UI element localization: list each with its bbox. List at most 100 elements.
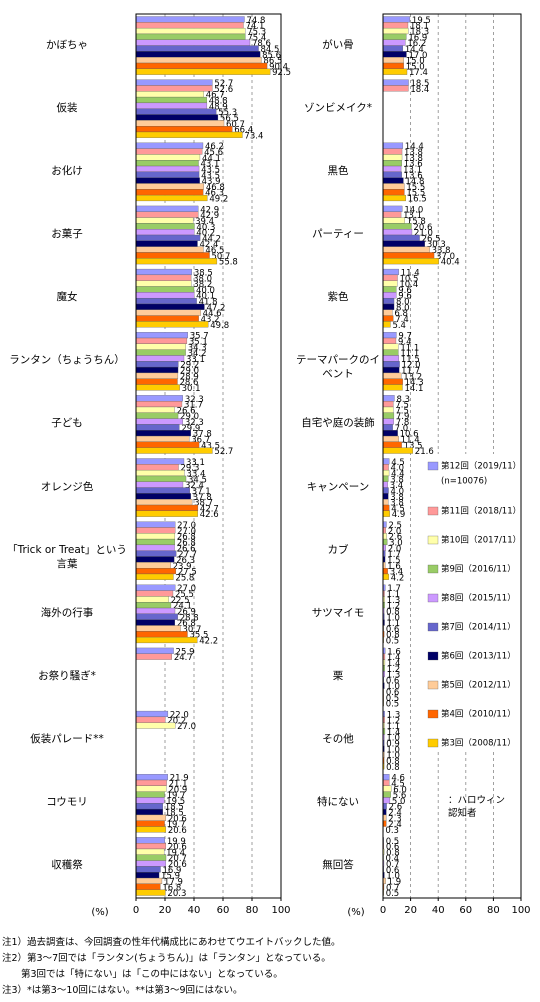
value-label: 18.5 bbox=[165, 809, 184, 819]
bar bbox=[135, 544, 175, 551]
bar bbox=[135, 613, 178, 620]
value-label: 26.3 bbox=[176, 556, 195, 566]
bar bbox=[135, 573, 174, 580]
value-label: 0.5 bbox=[386, 889, 400, 899]
value-label: 30.3 bbox=[427, 240, 446, 250]
bar bbox=[382, 16, 411, 23]
x-tick-label: 0 bbox=[133, 905, 139, 916]
bar bbox=[135, 619, 176, 626]
value-label: 43.5 bbox=[201, 165, 220, 175]
value-label: 1.0 bbox=[386, 734, 400, 744]
value-label: 2.3 bbox=[388, 814, 402, 824]
value-label: 39.4 bbox=[195, 217, 214, 227]
value-label: 5.6 bbox=[393, 791, 407, 801]
bar bbox=[135, 607, 176, 615]
bar bbox=[135, 303, 205, 310]
bar bbox=[135, 286, 195, 293]
value-label: 0.7 bbox=[386, 860, 400, 870]
bar bbox=[382, 303, 395, 310]
bar bbox=[382, 22, 409, 29]
bar bbox=[135, 562, 171, 569]
bar bbox=[135, 866, 161, 873]
bar bbox=[135, 268, 192, 276]
value-label: 52.6 bbox=[214, 85, 233, 95]
value-label: 25.5 bbox=[175, 590, 194, 600]
bar bbox=[382, 286, 397, 293]
value-label: 3.0 bbox=[389, 538, 403, 548]
category-label: 収穫祭 bbox=[51, 859, 83, 872]
value-label: 0.6 bbox=[386, 676, 400, 686]
bar bbox=[135, 504, 199, 511]
value-label: 30.7 bbox=[183, 625, 202, 635]
bar bbox=[135, 848, 165, 855]
bar bbox=[382, 297, 395, 305]
value-label: 0.6 bbox=[386, 866, 400, 876]
value-label: 42.6 bbox=[200, 510, 219, 520]
bar bbox=[382, 142, 404, 149]
bar bbox=[135, 154, 201, 161]
bar bbox=[135, 797, 165, 804]
value-label: 1.3 bbox=[387, 596, 401, 606]
category-label: 「Trick or Treat」という言葉 bbox=[7, 543, 127, 570]
value-label: 7.5 bbox=[395, 401, 409, 411]
value-label: 7.9 bbox=[396, 412, 410, 422]
value-label: 2.5 bbox=[388, 521, 402, 531]
value-label: 13.2 bbox=[403, 372, 422, 382]
bar bbox=[382, 194, 406, 202]
x-tick-label: 100 bbox=[511, 905, 530, 916]
bar bbox=[382, 258, 439, 265]
value-label: 20.7 bbox=[168, 854, 187, 864]
bar bbox=[135, 297, 197, 305]
value-label: 20.2 bbox=[167, 716, 186, 726]
bar bbox=[382, 424, 393, 431]
value-label: 0.6 bbox=[386, 625, 400, 635]
value-label: 17.0 bbox=[408, 51, 427, 61]
value-label: 24.1 bbox=[173, 602, 192, 612]
value-label: 1.7 bbox=[387, 550, 401, 560]
bar bbox=[382, 384, 403, 391]
value-label: 43.5 bbox=[201, 171, 220, 181]
value-label: 0.5 bbox=[386, 837, 400, 847]
bar bbox=[382, 229, 413, 236]
value-label: 20.6 bbox=[168, 826, 187, 836]
bar bbox=[135, 785, 167, 792]
value-label: 17.4 bbox=[409, 68, 428, 78]
bar bbox=[135, 229, 195, 236]
bar bbox=[382, 321, 391, 328]
value-label: 11.4 bbox=[401, 268, 420, 278]
value-label: 6.8 bbox=[394, 309, 408, 319]
value-label: 52.7 bbox=[214, 79, 233, 89]
value-label: 27.0 bbox=[177, 521, 196, 531]
value-label: 0.4 bbox=[386, 854, 400, 864]
value-label: 29.2 bbox=[180, 361, 199, 371]
value-label: 4.2 bbox=[391, 573, 405, 583]
category-label: その他 bbox=[322, 733, 354, 746]
value-label: 0.8 bbox=[386, 631, 400, 641]
bar bbox=[382, 343, 399, 350]
value-label: 15.9 bbox=[161, 872, 180, 882]
value-label: 85.6 bbox=[262, 51, 281, 61]
value-label: 35.5 bbox=[189, 631, 208, 641]
category-label: 栗 bbox=[332, 670, 344, 682]
value-label: 4.5 bbox=[391, 504, 405, 514]
bar bbox=[382, 372, 402, 379]
bar bbox=[382, 349, 399, 356]
value-label: 16.2 bbox=[407, 39, 426, 49]
value-label: 11.1 bbox=[400, 349, 419, 359]
value-label: 9.4 bbox=[398, 337, 412, 347]
bar bbox=[135, 441, 200, 448]
bar bbox=[135, 820, 165, 827]
bar bbox=[135, 22, 244, 29]
bar bbox=[135, 148, 203, 155]
value-label: 5.4 bbox=[392, 321, 406, 331]
value-label: 35.7 bbox=[190, 332, 209, 342]
value-label: 40.1 bbox=[196, 292, 215, 302]
category-label: カブ bbox=[327, 543, 349, 556]
value-label: 30.1 bbox=[182, 384, 201, 394]
value-label: 44.2 bbox=[202, 234, 221, 244]
value-label: 33.8 bbox=[432, 246, 451, 256]
value-label: 20.6 bbox=[168, 860, 187, 870]
bar bbox=[135, 45, 259, 52]
x-tick-label: 80 bbox=[487, 905, 500, 916]
value-label: 1.7 bbox=[387, 584, 401, 594]
